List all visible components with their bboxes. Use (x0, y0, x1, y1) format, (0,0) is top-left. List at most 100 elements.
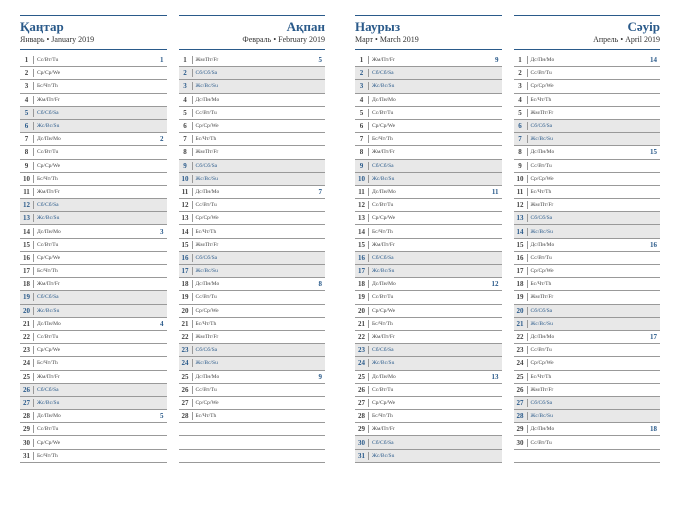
day-of-week: Жс/Вс/Su (193, 360, 326, 366)
day-number: 3 (179, 82, 193, 90)
day-row: 25Дс/Пн/Mo9 (179, 371, 326, 384)
day-number: 23 (179, 346, 193, 354)
day-row: 16Сс/Вт/Tu (514, 252, 661, 265)
day-row: 21Жс/Вс/Su (514, 318, 661, 331)
day-row: 11Дс/Пн/Mo7 (179, 186, 326, 199)
day-of-week: Жм/Пт/Fr (34, 97, 167, 103)
week-number: 16 (650, 241, 660, 249)
day-number: 27 (514, 399, 528, 407)
day-row: 21Бс/Чт/Th (355, 318, 502, 331)
day-row: 1Жм/Пт/Fr9 (355, 54, 502, 67)
day-of-week: Сс/Вт/Tu (528, 347, 661, 353)
day-of-week: Жм/Пт/Fr (34, 189, 167, 195)
day-row: 31Бс/Чт/Th (20, 450, 167, 463)
day-number: 1 (355, 56, 369, 64)
day-of-week: Жс/Вс/Su (369, 83, 502, 89)
day-number: 12 (355, 201, 369, 209)
day-number: 17 (179, 267, 193, 275)
day-of-week: Жс/Вс/Su (34, 308, 167, 314)
day-row: 24Бс/Чт/Th (20, 357, 167, 370)
month-title-kk: Қаңтар (20, 19, 167, 35)
day-of-week: Сб/Сб/Sa (369, 163, 502, 169)
day-number: 6 (179, 122, 193, 130)
day-row: 11Бс/Чт/Th (514, 186, 661, 199)
day-of-week: Ср/Ср/We (193, 308, 326, 314)
day-of-week: Жм/Пт/Fr (369, 242, 502, 248)
day-number: 7 (179, 135, 193, 143)
day-number: 21 (20, 320, 34, 328)
day-number: 6 (20, 122, 34, 130)
days-list: 1Сс/Вт/Tu12Ср/Ср/We3Бс/Чт/Th4Жм/Пт/Fr5Сб… (20, 54, 167, 463)
day-row: 2Сб/Сб/Sa (355, 67, 502, 80)
day-of-week: Сб/Сб/Sa (528, 123, 661, 129)
day-of-week: Жм/Пт/Fr (193, 334, 326, 340)
day-of-week: Сб/Сб/Sa (34, 202, 167, 208)
day-row: 7Бс/Чт/Th (179, 133, 326, 146)
day-of-week: Дс/Пн/Mo (193, 189, 319, 195)
month-title-sub: Январь • January 2019 (20, 35, 167, 44)
day-of-week: Бс/Чт/Th (193, 413, 326, 419)
day-number: 10 (179, 175, 193, 183)
day-of-week: Ср/Ср/We (528, 360, 661, 366)
day-of-week: Дс/Пн/Mo (528, 426, 651, 432)
empty-row (179, 450, 326, 463)
day-number: 2 (179, 69, 193, 77)
day-number: 16 (514, 254, 528, 262)
day-number: 19 (514, 293, 528, 301)
day-number: 25 (514, 373, 528, 381)
day-of-week: Сс/Вт/Tu (34, 426, 167, 432)
month-header: ҚаңтарЯнварь • January 2019 (20, 15, 167, 50)
day-number: 15 (20, 241, 34, 249)
day-of-week: Бс/Чт/Th (369, 136, 502, 142)
day-of-week: Бс/Чт/Th (369, 229, 502, 235)
week-number: 9 (319, 373, 326, 381)
day-row: 18Дс/Пн/Mo8 (179, 278, 326, 291)
day-row: 23Сб/Сб/Sa (179, 344, 326, 357)
day-of-week: Жм/Пт/Fr (193, 57, 319, 63)
day-number: 2 (514, 69, 528, 77)
day-number: 27 (355, 399, 369, 407)
day-of-week: Бс/Чт/Th (528, 281, 661, 287)
day-number: 1 (20, 56, 34, 64)
day-of-week: Ср/Ср/We (528, 83, 661, 89)
week-number: 18 (650, 425, 660, 433)
day-number: 12 (20, 201, 34, 209)
day-of-week: Жм/Пт/Fr (34, 374, 167, 380)
month-title-sub: Март • March 2019 (355, 35, 502, 44)
day-row: 20Жс/Вс/Su (20, 305, 167, 318)
day-number: 6 (355, 122, 369, 130)
day-row: 4Дс/Пн/Mo (355, 94, 502, 107)
day-row: 2Сб/Сб/Sa (179, 67, 326, 80)
day-row: 16Ср/Ср/We (20, 252, 167, 265)
day-row: 10Жс/Вс/Su (179, 173, 326, 186)
day-of-week: Ср/Ср/We (369, 123, 502, 129)
day-number: 4 (355, 96, 369, 104)
day-row: 29Жм/Пт/Fr (355, 423, 502, 436)
day-of-week: Бс/Чт/Th (34, 360, 167, 366)
day-row: 14Бс/Чт/Th (355, 225, 502, 238)
day-of-week: Ср/Ср/We (193, 400, 326, 406)
day-of-week: Ср/Ср/We (34, 255, 167, 261)
day-of-week: Жм/Пт/Fr (528, 202, 661, 208)
day-row: 18Дс/Пн/Mo12 (355, 278, 502, 291)
day-of-week: Сс/Вт/Tu (369, 202, 502, 208)
day-of-week: Сс/Вт/Tu (528, 440, 661, 446)
day-of-week: Дс/Пн/Mo (34, 413, 160, 419)
day-of-week: Сс/Вт/Tu (528, 255, 661, 261)
day-row: 5Жм/Пт/Fr (514, 107, 661, 120)
day-number: 1 (514, 56, 528, 64)
day-number: 15 (355, 241, 369, 249)
day-row: 7Бс/Чт/Th (355, 133, 502, 146)
day-row: 13Жс/Вс/Su (20, 212, 167, 225)
day-of-week: Дс/Пн/Mo (528, 57, 651, 63)
day-row: 25Жм/Пт/Fr (20, 371, 167, 384)
day-row: 29Сс/Вт/Tu (20, 423, 167, 436)
day-number: 7 (355, 135, 369, 143)
day-row: 21Бс/Чт/Th (179, 318, 326, 331)
day-of-week: Сб/Сб/Sa (369, 70, 502, 76)
day-number: 17 (355, 267, 369, 275)
day-of-week: Сб/Сб/Sa (193, 347, 326, 353)
day-of-week: Ср/Ср/We (34, 347, 167, 353)
month-header: АқпанФевраль • February 2019 (179, 15, 326, 50)
day-row: 6Ср/Ср/We (355, 120, 502, 133)
